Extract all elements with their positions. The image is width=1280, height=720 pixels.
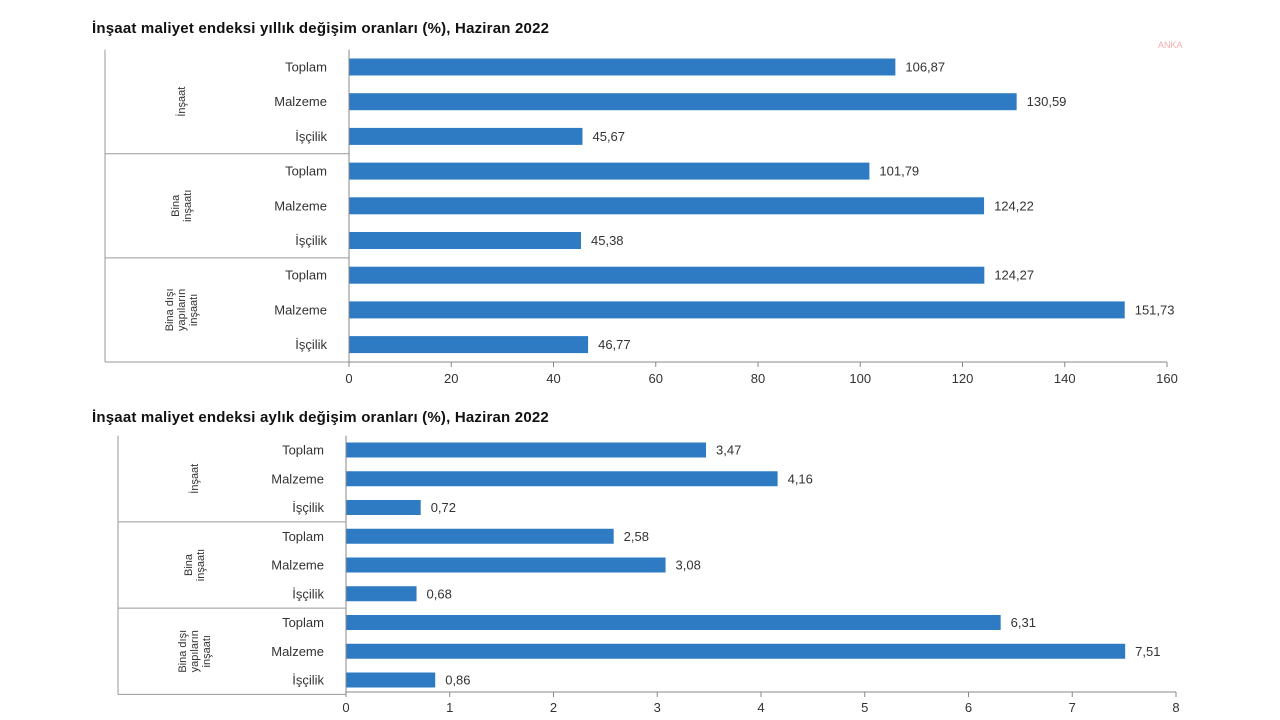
x-tick-label-0-8: 160	[1156, 371, 1178, 386]
category-label-0-0-0: Toplam	[285, 60, 327, 75]
value-label-1-2-0: 6,31	[1011, 615, 1036, 630]
category-label-1-0-0: Toplam	[282, 443, 324, 458]
bar-0-1-2	[349, 232, 582, 249]
category-label-0-0-1: Malzeme	[274, 94, 327, 109]
x-tick-label-0-3: 60	[649, 371, 663, 386]
value-label-0-2-0: 124,27	[994, 268, 1034, 283]
category-label-0-2-1: Malzeme	[274, 302, 327, 317]
bar-1-2-1	[346, 643, 1126, 659]
group-label-1-1-1: inşaatı	[195, 549, 207, 581]
x-tick-label-1-5: 5	[861, 700, 868, 715]
value-label-1-0-1: 4,16	[788, 471, 813, 486]
group-label-0-2-1: yapıların	[176, 289, 188, 331]
bar-1-2-0	[346, 615, 1001, 630]
group-label-0-2-2: inşaatı	[188, 294, 200, 326]
group-label-1-0-0: İnşaat	[188, 464, 201, 494]
bar-0-2-1	[349, 301, 1125, 319]
group-label-1-2-0: Bina dışı	[177, 630, 189, 673]
x-tick-label-1-8: 8	[1172, 700, 1179, 715]
value-label-0-2-1: 151,73	[1135, 302, 1175, 317]
group-label-0-1-1: inşaatı	[182, 190, 194, 222]
category-label-1-1-1: Malzeme	[271, 558, 324, 573]
value-label-0-0-0: 106,87	[905, 60, 945, 75]
bar-0-0-2	[349, 127, 583, 145]
category-label-0-1-2: İşçilik	[295, 233, 327, 248]
x-tick-label-1-3: 3	[654, 700, 661, 715]
x-tick-label-0-2: 40	[546, 371, 560, 386]
value-label-0-1-1: 124,22	[994, 198, 1034, 213]
watermark: ANKA	[1158, 40, 1183, 50]
value-label-0-1-0: 101,79	[879, 164, 919, 179]
bar-0-0-1	[349, 93, 1017, 111]
bar-1-1-1	[346, 557, 666, 573]
category-label-0-1-0: Toplam	[285, 164, 327, 179]
value-label-1-0-0: 3,47	[716, 443, 741, 458]
value-label-1-0-2: 0,72	[431, 500, 456, 515]
value-label-1-1-1: 3,08	[676, 558, 701, 573]
category-label-1-0-1: Malzeme	[271, 471, 324, 486]
bar-1-0-2	[346, 500, 421, 515]
bar-1-1-2	[346, 586, 417, 602]
category-label-1-2-0: Toplam	[282, 615, 324, 630]
category-label-0-1-1: Malzeme	[274, 198, 327, 213]
category-label-1-0-2: İşçilik	[292, 500, 324, 515]
bar-0-2-2	[349, 336, 589, 354]
bar-1-0-0	[346, 442, 707, 458]
group-label-1-2-1: yapıların	[189, 630, 201, 672]
x-tick-label-0-6: 120	[952, 371, 974, 386]
x-tick-label-0-7: 140	[1054, 371, 1076, 386]
group-label-1-2-2: inşaatı	[201, 635, 213, 667]
value-label-1-1-2: 0,68	[427, 586, 452, 601]
bar-1-0-1	[346, 471, 778, 487]
x-tick-label-0-0: 0	[345, 371, 352, 386]
value-label-0-0-1: 130,59	[1027, 94, 1067, 109]
group-label-1-1-0: Bina	[183, 553, 195, 576]
value-label-0-0-2: 45,67	[592, 129, 625, 144]
x-tick-label-1-1: 1	[446, 700, 453, 715]
category-label-1-2-1: Malzeme	[271, 644, 324, 659]
x-tick-label-0-1: 20	[444, 371, 458, 386]
bar-0-1-0	[349, 162, 870, 180]
category-label-1-2-2: İşçilik	[292, 673, 324, 688]
value-label-1-2-1: 7,51	[1135, 644, 1160, 659]
x-tick-label-1-2: 2	[550, 700, 557, 715]
category-label-1-1-0: Toplam	[282, 529, 324, 544]
category-label-1-1-2: İşçilik	[292, 586, 324, 601]
bar-0-2-0	[349, 266, 985, 284]
value-label-1-1-0: 2,58	[624, 529, 649, 544]
value-label-1-2-2: 0,86	[445, 673, 470, 688]
x-tick-label-1-7: 7	[1069, 700, 1076, 715]
bar-1-2-2	[346, 672, 436, 688]
x-tick-label-0-5: 100	[849, 371, 871, 386]
group-label-0-1-0: Bina	[170, 194, 182, 217]
chart-title-monthly: İnşaat maliyet endeksi aylık değişim ora…	[92, 409, 549, 426]
x-tick-label-0-4: 80	[751, 371, 765, 386]
x-tick-label-1-0: 0	[342, 700, 349, 715]
value-label-0-1-2: 45,38	[591, 233, 624, 248]
category-label-0-0-2: İşçilik	[295, 129, 327, 144]
category-label-0-2-2: İşçilik	[295, 337, 327, 352]
bar-0-1-1	[349, 197, 985, 215]
x-tick-label-1-6: 6	[965, 700, 972, 715]
category-label-0-2-0: Toplam	[285, 268, 327, 283]
bar-1-1-0	[346, 528, 614, 544]
chart-title-annual: İnşaat maliyet endeksi yıllık değişim or…	[92, 20, 550, 37]
group-label-0-2-0: Bina dışı	[164, 288, 176, 331]
value-label-0-2-2: 46,77	[598, 337, 631, 352]
x-tick-label-1-4: 4	[757, 700, 764, 715]
group-label-0-0-0: İnşaat	[175, 87, 188, 117]
bar-0-0-0	[349, 58, 896, 76]
